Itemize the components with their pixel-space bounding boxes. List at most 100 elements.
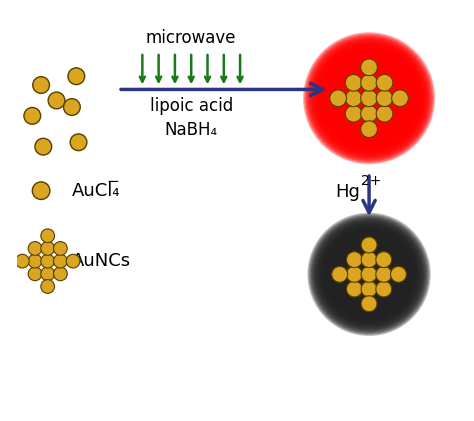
Circle shape (325, 54, 413, 142)
Circle shape (320, 49, 418, 147)
Circle shape (48, 92, 65, 109)
Circle shape (361, 266, 377, 282)
Circle shape (345, 105, 362, 122)
Circle shape (345, 90, 362, 107)
Circle shape (327, 56, 411, 140)
Circle shape (350, 80, 388, 117)
Circle shape (376, 266, 392, 282)
Circle shape (303, 32, 435, 164)
Circle shape (341, 70, 398, 127)
Circle shape (376, 75, 393, 91)
Circle shape (41, 280, 55, 293)
Circle shape (361, 105, 377, 122)
Circle shape (343, 72, 395, 124)
Circle shape (310, 40, 428, 157)
Circle shape (339, 244, 399, 304)
Circle shape (318, 223, 420, 326)
Circle shape (64, 99, 80, 115)
Circle shape (338, 67, 400, 129)
Circle shape (41, 254, 55, 268)
Circle shape (350, 256, 388, 293)
Circle shape (346, 75, 392, 122)
Circle shape (353, 82, 385, 115)
Circle shape (359, 88, 379, 109)
Circle shape (352, 81, 387, 116)
Circle shape (330, 59, 409, 138)
Circle shape (361, 59, 377, 76)
Circle shape (391, 266, 406, 282)
Circle shape (346, 76, 392, 120)
Circle shape (346, 251, 392, 298)
Circle shape (24, 107, 41, 124)
Circle shape (346, 281, 362, 297)
Circle shape (326, 55, 412, 141)
Circle shape (355, 260, 383, 289)
Circle shape (361, 121, 377, 138)
Circle shape (16, 254, 29, 268)
Circle shape (54, 267, 67, 281)
Circle shape (33, 77, 49, 93)
Circle shape (336, 241, 402, 308)
Circle shape (324, 229, 414, 319)
Circle shape (32, 182, 50, 200)
Circle shape (344, 73, 394, 123)
Text: lipoic acid: lipoic acid (150, 97, 233, 115)
Circle shape (352, 258, 386, 291)
Circle shape (320, 225, 419, 324)
Circle shape (66, 254, 80, 268)
Circle shape (309, 214, 429, 335)
Circle shape (333, 239, 405, 310)
Circle shape (349, 254, 389, 294)
Circle shape (332, 266, 347, 282)
Circle shape (335, 64, 403, 133)
Circle shape (376, 105, 393, 122)
Circle shape (376, 252, 392, 268)
Text: AuCl₄: AuCl₄ (72, 182, 120, 200)
Circle shape (349, 78, 389, 118)
Circle shape (329, 234, 410, 314)
Circle shape (357, 262, 381, 287)
Circle shape (324, 53, 414, 144)
Circle shape (317, 222, 422, 327)
Text: NaBH₄: NaBH₄ (164, 121, 218, 139)
Circle shape (322, 52, 416, 145)
Circle shape (314, 219, 424, 329)
Circle shape (41, 229, 55, 242)
Circle shape (309, 38, 429, 158)
Circle shape (313, 42, 425, 155)
Circle shape (35, 139, 52, 155)
Circle shape (307, 36, 431, 161)
Circle shape (41, 242, 55, 255)
Circle shape (28, 254, 42, 268)
Circle shape (321, 51, 417, 146)
Circle shape (356, 85, 382, 111)
Circle shape (338, 243, 401, 306)
Circle shape (348, 253, 390, 296)
Circle shape (342, 248, 396, 301)
Circle shape (322, 227, 416, 321)
Circle shape (392, 90, 409, 107)
Circle shape (28, 267, 42, 281)
Circle shape (312, 217, 426, 331)
Circle shape (340, 245, 398, 304)
Circle shape (28, 242, 42, 255)
Circle shape (330, 90, 346, 107)
Circle shape (311, 41, 427, 156)
Circle shape (361, 281, 377, 297)
Circle shape (358, 263, 380, 285)
Circle shape (314, 43, 424, 153)
Circle shape (323, 229, 415, 320)
Circle shape (355, 84, 383, 112)
Circle shape (54, 254, 67, 268)
Circle shape (341, 246, 397, 302)
Circle shape (345, 250, 393, 299)
Circle shape (346, 252, 362, 268)
Circle shape (304, 33, 434, 163)
Text: Hg: Hg (336, 183, 360, 201)
Circle shape (331, 60, 407, 136)
Circle shape (347, 252, 392, 297)
Circle shape (316, 45, 422, 151)
Circle shape (311, 216, 428, 333)
Text: −: − (106, 173, 119, 189)
Circle shape (41, 267, 55, 281)
